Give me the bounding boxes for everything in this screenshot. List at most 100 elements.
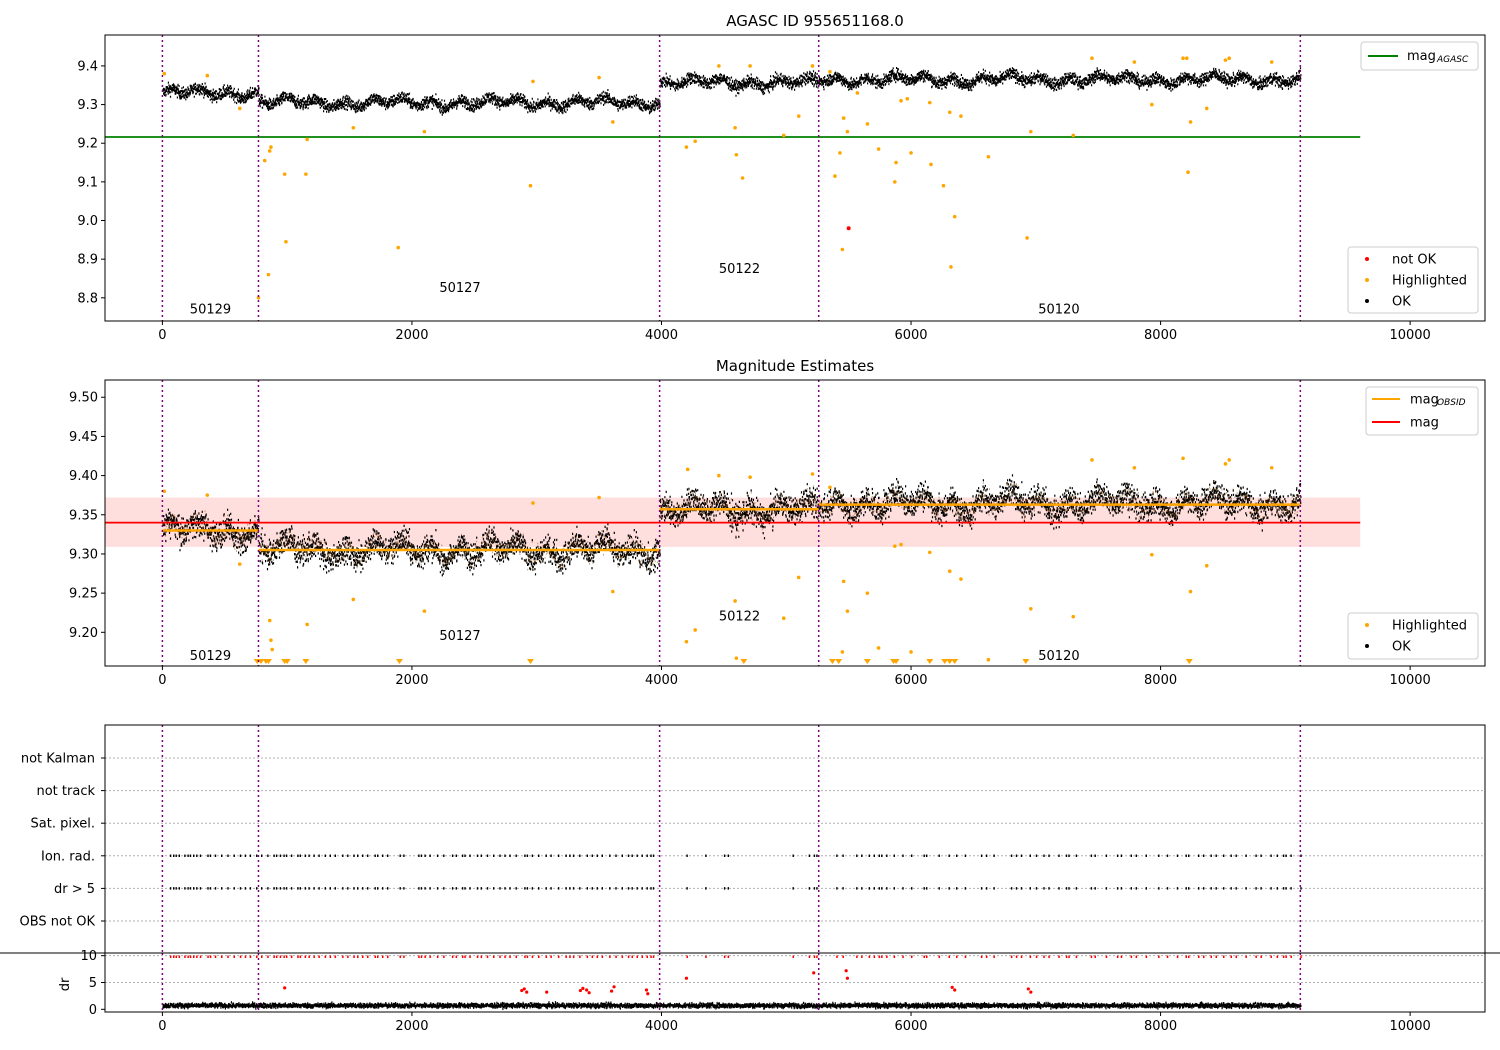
highlighted-point [748, 475, 752, 479]
highlighted-point [828, 485, 832, 490]
obsid-label: 50120 [1038, 649, 1079, 664]
highlighted-point [845, 129, 850, 134]
panel2-axes [104, 379, 1486, 667]
highlighted-point [1223, 58, 1228, 62]
dr-points [162, 1001, 1302, 1010]
below-range-marker [526, 659, 534, 664]
panel1-xtick-label: 8000 [1144, 328, 1177, 343]
highlighted-point [845, 609, 850, 613]
highlighted-point [1029, 607, 1033, 611]
not-ok-point [846, 226, 851, 231]
highlighted-point [717, 473, 721, 478]
panel1-legend-points: not OK Highlighted OK [1347, 246, 1479, 314]
highlighted-point [717, 64, 721, 68]
dr-outlier-point [684, 976, 689, 980]
panel4-xtick-label: 4000 [645, 1019, 678, 1034]
dr-outlier-point [844, 969, 848, 973]
highlighted-point [905, 96, 910, 101]
panel1-title: AGASC ID 955651168.0 [726, 12, 904, 30]
obsid-label: 50127 [439, 629, 480, 644]
legend-line-subscript: OBSID [1437, 398, 1466, 408]
panel2-ytick-label: 9.50 [69, 391, 98, 406]
below-range-marker [946, 659, 954, 664]
panel2-plot-area [105, 456, 1361, 664]
highlighted-point [304, 172, 308, 176]
highlighted-point [269, 638, 273, 642]
highlighted-point [838, 151, 842, 155]
highlighted-point [284, 239, 288, 244]
panel2-xtick-label: 4000 [645, 673, 678, 688]
dr-outlier-point [612, 985, 616, 989]
panel1-ytick-label: 9.2 [77, 137, 98, 152]
highlighted-point [796, 575, 801, 580]
highlighted-point [205, 73, 210, 78]
highlighted-point [947, 569, 952, 573]
legend-point-swatch [1365, 623, 1369, 627]
panel4-xtick-label: 0 [158, 1019, 166, 1034]
panel1-xtick-label: 10000 [1389, 328, 1430, 343]
obsid-label: 50122 [719, 610, 760, 625]
dr-outlier-point [953, 988, 957, 992]
highlighted-point [840, 650, 845, 654]
panel2-xtick-label: 10000 [1389, 673, 1430, 688]
dr-outlier-point [1029, 990, 1033, 994]
highlighted-point [422, 609, 427, 613]
panel2-ytick-label: 9.25 [69, 587, 98, 602]
dr-outlier-point [545, 990, 549, 994]
highlighted-point [528, 183, 533, 188]
panel1-legend-lines: mag AGASC [1360, 41, 1479, 71]
dr-outlier-point [520, 988, 524, 993]
highlighted-point [876, 147, 881, 151]
highlighted-point [893, 544, 897, 548]
highlighted-point [1223, 462, 1228, 466]
panel4-xtick-label: 8000 [1144, 1019, 1177, 1034]
legend-point-swatch [1365, 257, 1369, 261]
highlighted-point [693, 139, 697, 144]
flag-row-label: not Kalman [21, 752, 95, 767]
obsid-label: 50129 [190, 302, 231, 317]
highlighted-point [269, 145, 273, 149]
panel2-xtick-label: 0 [158, 673, 166, 688]
panel3-axes [104, 724, 1486, 954]
highlighted-point [959, 577, 963, 581]
legend-point-label: Highlighted [1392, 619, 1467, 634]
below-range-marker [740, 659, 748, 664]
panel4-plot-area [105, 955, 1485, 1010]
panel3-flag-points [169, 854, 1302, 890]
highlighted-point [899, 98, 903, 103]
highlighted-point [262, 158, 267, 163]
legend-line-label: mag [1410, 416, 1439, 431]
highlighted-point [899, 542, 903, 547]
highlighted-point [1071, 133, 1076, 138]
flag-row-label: OBS not OK [20, 915, 96, 930]
below-range-marker [926, 659, 934, 664]
highlighted-point [531, 79, 535, 84]
highlighted-point [237, 562, 242, 566]
highlighted-point [1071, 614, 1076, 619]
dr-outlier-point [812, 971, 816, 975]
highlighted-point [959, 114, 963, 118]
highlighted-point [1269, 60, 1274, 64]
highlighted-point [1090, 458, 1094, 462]
legend-box [1347, 612, 1479, 660]
dr-outlier-point [283, 986, 287, 990]
panel2-ytick-label: 9.20 [69, 626, 98, 641]
highlighted-point [684, 145, 689, 149]
dr-outlier-point [950, 985, 954, 989]
highlighted-point [941, 183, 946, 188]
panel2-xtick-label: 8000 [1144, 673, 1177, 688]
highlighted-point [1227, 458, 1232, 462]
legend-line-subscript: AGASC [1436, 55, 1469, 65]
highlighted-point [162, 489, 167, 494]
highlighted-point [840, 247, 845, 252]
panel4-ytick-label: 5 [89, 976, 97, 991]
legend-point-label: OK [1392, 295, 1411, 310]
highlighted-point [733, 125, 737, 130]
highlighted-point [748, 64, 752, 68]
highlighted-point [796, 114, 801, 118]
highlighted-point [531, 501, 535, 505]
highlighted-point [256, 296, 261, 300]
panel4-xtick-label: 10000 [1389, 1019, 1430, 1034]
highlighted-point [833, 174, 837, 178]
dr-outlier-point [644, 988, 649, 992]
